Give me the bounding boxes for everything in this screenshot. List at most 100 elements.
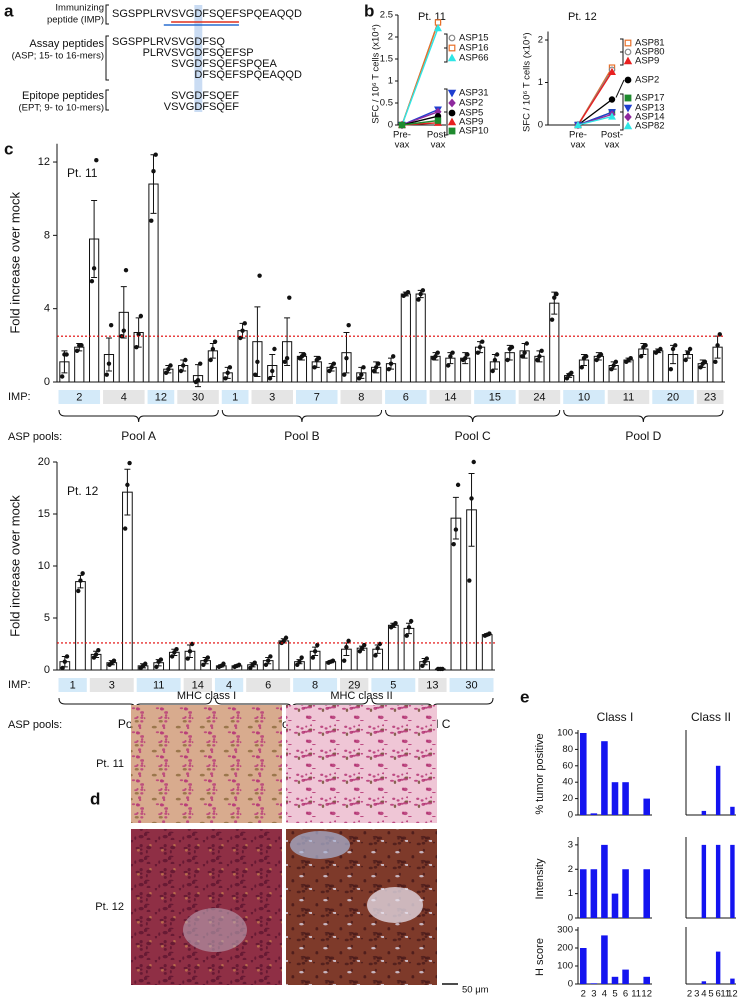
data-point <box>611 363 616 368</box>
y-tick-label: 1 <box>538 77 543 88</box>
data-point <box>451 541 456 547</box>
data-point <box>253 372 258 377</box>
chart-title: Pt. 11 <box>67 166 98 180</box>
data-point <box>210 346 216 352</box>
imp-box <box>177 390 219 404</box>
data-point <box>404 633 409 638</box>
data-point <box>424 656 430 661</box>
y-tick-label: 0 <box>538 120 543 131</box>
x-tick-label: vax <box>395 140 410 151</box>
x-tick-label: Post- <box>427 130 449 141</box>
data-point <box>187 649 193 654</box>
data-point <box>471 459 476 465</box>
data-point <box>522 350 527 355</box>
x-tick-label: Pre- <box>393 130 411 141</box>
data-point <box>89 278 95 284</box>
data-point <box>341 658 347 663</box>
group-brace <box>221 409 383 423</box>
data-point <box>376 361 381 366</box>
data-point <box>316 355 322 361</box>
data-point <box>713 359 718 365</box>
data-point <box>134 344 139 350</box>
data-point <box>702 359 708 365</box>
y-tick-label: 1 <box>568 888 573 899</box>
data-point <box>356 376 362 381</box>
data-point <box>467 578 472 583</box>
y-tick-label: 200 <box>557 943 573 954</box>
legend-label: ASP31 <box>459 88 489 99</box>
data-point <box>62 659 68 664</box>
y-axis-label: Fold increase over mock <box>7 495 22 637</box>
column-chart: 0 20 40 60 80 100 Class I % tumor positive <box>534 710 652 821</box>
data-point <box>420 663 425 669</box>
data-point <box>301 352 307 357</box>
imp-box <box>429 390 472 404</box>
marker <box>608 67 616 75</box>
imp-box <box>340 390 383 404</box>
data-point <box>598 352 604 357</box>
y-tick-label: 1.5 <box>380 54 393 65</box>
data-point <box>78 578 83 583</box>
legend-marker <box>448 127 456 135</box>
x-tick-label: 7 <box>314 391 320 403</box>
bar <box>622 969 629 984</box>
data-point <box>121 328 127 333</box>
data-point <box>201 662 206 667</box>
row-label: Pt. 12 <box>95 901 124 913</box>
data-point <box>263 662 269 667</box>
x-tick-label: vax <box>571 140 586 151</box>
y-tick-label: 20 <box>562 793 573 804</box>
y-axis-label: Fold increase over mock <box>7 192 22 334</box>
data-point <box>178 368 184 374</box>
data-point <box>359 645 365 651</box>
bar <box>715 765 721 815</box>
data-point <box>405 289 411 295</box>
data-point <box>265 658 271 663</box>
highlight-column <box>194 5 203 112</box>
column-chart: 0 1 2 3 Intensity <box>534 837 652 924</box>
y-axis-label: H score <box>534 938 546 976</box>
x-tick-label: 2 <box>687 989 692 1000</box>
data-point <box>91 266 97 271</box>
x-tick-label: 6 <box>265 679 271 691</box>
x-tick-label: 10 <box>578 391 590 403</box>
data-point <box>416 297 421 302</box>
data-point <box>185 656 190 661</box>
legend-pointer <box>615 79 625 98</box>
y-axis-label: % tumor positive <box>534 733 546 814</box>
data-point <box>257 273 262 278</box>
series-line <box>401 27 439 126</box>
legend-bracket <box>620 93 624 131</box>
data-point <box>312 365 317 370</box>
column-chart: 0 100 200 300 H score 2 3 4 5 6 11 12 <box>534 925 652 1000</box>
marker <box>608 96 616 103</box>
x-tick-label: vax <box>431 140 446 151</box>
x-tick-label: 5 <box>390 679 396 691</box>
data-point <box>406 625 412 630</box>
y-tick-label: 1 <box>388 76 393 87</box>
data-point <box>203 658 208 663</box>
data-point <box>64 654 70 659</box>
x-tick-label: 6 <box>623 989 628 1000</box>
data-point <box>480 339 485 344</box>
data-point <box>386 366 391 372</box>
marker <box>434 117 442 124</box>
series-line <box>401 111 439 126</box>
group-label: Pool C <box>455 429 491 443</box>
x-tick-label: 3 <box>269 391 275 403</box>
imp-box <box>418 678 447 692</box>
data-point <box>267 376 273 381</box>
group-brace <box>563 409 724 423</box>
x-tick-label: 12 <box>727 989 738 1000</box>
data-point <box>346 638 351 644</box>
legend-label: ASP17 <box>635 93 665 104</box>
data-point <box>172 650 177 655</box>
data-point <box>268 654 273 659</box>
data-point <box>283 635 289 640</box>
legend-label: ASP9 <box>635 56 659 67</box>
group-brace <box>385 409 561 423</box>
y-tick-label: 300 <box>557 925 573 936</box>
x-tick-label: 1 <box>232 391 238 403</box>
legend-marker <box>448 34 456 42</box>
